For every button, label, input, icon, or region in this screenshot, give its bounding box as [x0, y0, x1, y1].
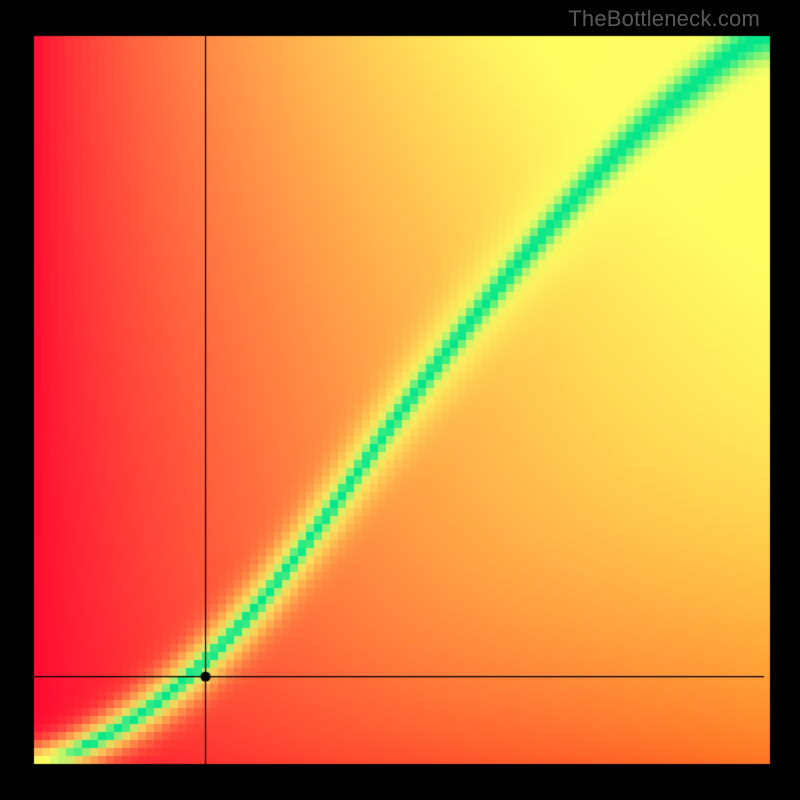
chart-container: TheBottleneck.com: [0, 0, 800, 800]
watermark-label: TheBottleneck.com: [568, 6, 760, 32]
heatmap-canvas: [0, 0, 800, 800]
